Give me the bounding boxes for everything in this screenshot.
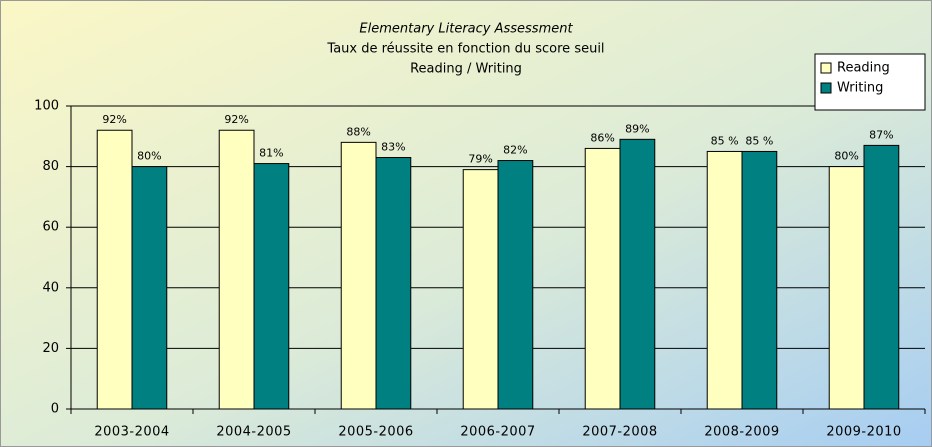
value-label: 88% <box>346 125 370 138</box>
value-label: 80% <box>834 150 858 163</box>
value-label: 80% <box>137 150 161 163</box>
legend-box <box>814 53 926 111</box>
x-tick-label: 2005-2006 <box>338 425 413 440</box>
bar <box>584 147 621 410</box>
bar <box>375 157 412 410</box>
y-tick-label: 80 <box>42 159 59 174</box>
legend-label: Reading <box>837 61 890 76</box>
value-label: 92% <box>224 113 248 126</box>
value-label: 87% <box>869 128 893 141</box>
bar <box>497 160 534 410</box>
x-tick-label: 2007-2008 <box>582 425 657 440</box>
x-tick-label: 2003-2004 <box>94 425 169 440</box>
chart-subtitle: Taux de réussite en fonction du score se… <box>326 42 604 57</box>
y-tick-label: 0 <box>51 402 59 417</box>
legend-swatch <box>820 82 832 94</box>
x-tick-label: 2004-2005 <box>216 425 291 440</box>
chart-subtitle: Reading / Writing <box>410 62 522 77</box>
value-label: 82% <box>503 144 527 157</box>
value-label: 79% <box>468 153 492 166</box>
legend-swatch <box>820 62 832 74</box>
x-tick-label: 2008-2009 <box>704 425 779 440</box>
bar <box>863 144 900 410</box>
legend-label: Writing <box>837 81 883 96</box>
bar <box>828 166 865 410</box>
bar <box>706 150 743 410</box>
value-label: 85 % <box>745 134 773 147</box>
chart-title: Elementary Literacy Assessment <box>359 22 573 37</box>
y-tick-label: 100 <box>34 99 59 114</box>
bar <box>253 163 290 410</box>
x-tick-label: 2006-2007 <box>460 425 535 440</box>
value-label: 86% <box>590 131 614 144</box>
bar <box>218 129 255 410</box>
bar <box>340 141 377 410</box>
y-tick-label: 60 <box>42 220 59 235</box>
y-tick-label: 40 <box>42 280 59 295</box>
bar <box>741 150 778 410</box>
bar <box>96 129 133 410</box>
bar <box>619 138 656 410</box>
x-tick-label: 2009-2010 <box>826 425 901 440</box>
value-label: 81% <box>259 147 283 160</box>
value-label: 83% <box>381 141 405 154</box>
value-label: 92% <box>102 113 126 126</box>
bar <box>462 169 499 410</box>
bar <box>131 166 168 410</box>
value-label: 85 % <box>711 134 739 147</box>
y-tick-label: 20 <box>42 341 59 356</box>
value-label: 89% <box>625 122 649 135</box>
